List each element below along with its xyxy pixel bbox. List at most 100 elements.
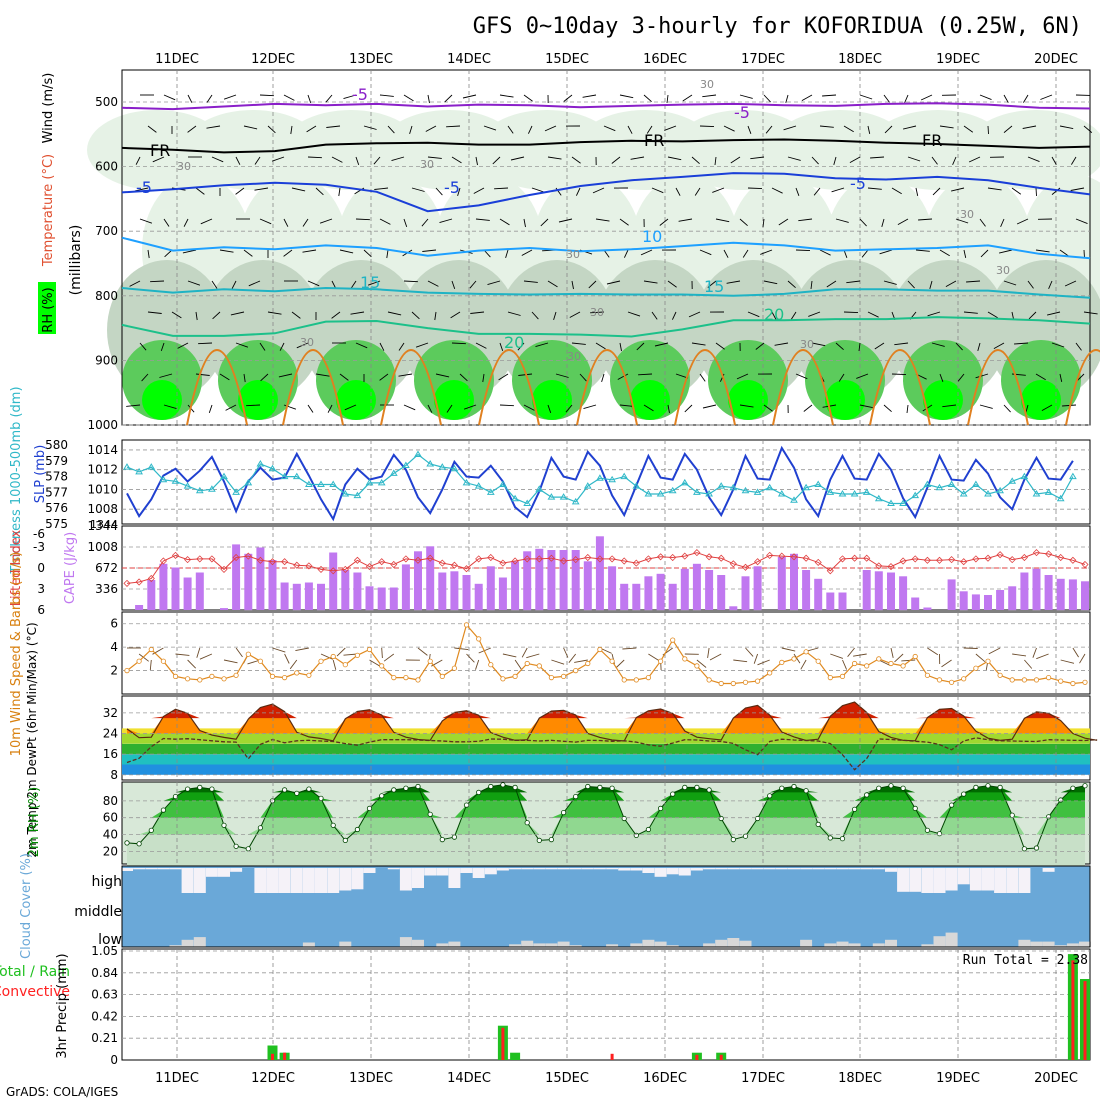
wind-barb bbox=[290, 125, 293, 135]
precip-convective-bar bbox=[1083, 981, 1087, 1060]
wind-barb bbox=[907, 280, 915, 289]
wind-barb bbox=[177, 342, 189, 349]
wind-speed-point bbox=[1058, 678, 1064, 684]
wind-barb bbox=[206, 125, 221, 129]
rh-point bbox=[633, 832, 639, 839]
wind-barb bbox=[783, 125, 797, 131]
wind-barb bbox=[790, 311, 797, 320]
cape-bar bbox=[899, 576, 908, 611]
wind-speed-point bbox=[148, 646, 154, 653]
cloud-low-bar bbox=[1066, 943, 1079, 947]
wind-barb bbox=[588, 280, 597, 289]
cloud-high-bar bbox=[266, 868, 279, 893]
cape-bar bbox=[838, 592, 847, 610]
wind-barb bbox=[1035, 373, 1046, 381]
wind-barb bbox=[747, 125, 752, 134]
cape-bar bbox=[1068, 579, 1077, 610]
thickness-point bbox=[1032, 490, 1041, 497]
wind-barb bbox=[699, 373, 706, 382]
thickness-point bbox=[353, 491, 362, 499]
wind-barb bbox=[523, 280, 538, 283]
wind-barb bbox=[739, 218, 748, 227]
wind-speed-point bbox=[524, 660, 530, 667]
lifted-index-point bbox=[620, 557, 628, 565]
wind-barb bbox=[774, 342, 789, 346]
cloud-low-bar bbox=[715, 939, 728, 947]
cloud-low-bar bbox=[872, 943, 885, 947]
thickness-point bbox=[292, 472, 301, 480]
lifted-index-point bbox=[838, 555, 847, 563]
wind-barb bbox=[355, 218, 370, 221]
cloud-high-bar bbox=[472, 868, 485, 878]
lifted-index-point bbox=[378, 558, 386, 566]
thickness-point bbox=[195, 486, 204, 494]
wind-barb bbox=[867, 311, 879, 318]
thickness-point bbox=[777, 490, 786, 497]
wind-barb bbox=[977, 342, 981, 352]
wind-barb-10m bbox=[648, 653, 660, 661]
temperature-line bbox=[126, 701, 1098, 742]
wind-barb bbox=[473, 187, 485, 194]
lifted-index-point bbox=[560, 557, 568, 565]
rh-point bbox=[936, 831, 943, 837]
wind-barb bbox=[499, 404, 514, 407]
cloud-low-bar bbox=[921, 944, 934, 947]
wind-barb bbox=[927, 311, 941, 317]
wind-barb bbox=[931, 156, 938, 165]
surface-temperature-contour bbox=[282, 349, 344, 426]
thickness-point bbox=[462, 478, 471, 486]
cape-bar bbox=[814, 578, 823, 611]
wind-barb bbox=[579, 373, 587, 382]
wind-speed-point bbox=[136, 658, 142, 664]
wind-barb bbox=[1023, 94, 1029, 103]
wind-speed-point bbox=[985, 658, 991, 664]
cape-bar bbox=[571, 550, 580, 610]
lifted-index-point bbox=[632, 559, 640, 567]
wind-barb bbox=[968, 156, 981, 163]
wind-barb bbox=[623, 249, 629, 258]
surface-temperature-contour bbox=[967, 349, 1029, 426]
wind-barb bbox=[651, 311, 658, 320]
thickness-point bbox=[972, 480, 980, 487]
surface-temperature-contour bbox=[772, 349, 834, 426]
cloud-high-bar bbox=[121, 868, 133, 871]
wind-barb bbox=[950, 187, 965, 192]
contour-label: 20 bbox=[764, 305, 784, 324]
wind-barb bbox=[164, 249, 173, 258]
wind-barb-10m bbox=[417, 647, 428, 656]
lifted-index-point bbox=[887, 563, 895, 571]
cloud-low-bar bbox=[885, 939, 897, 947]
wind-barb bbox=[459, 373, 468, 382]
rh-point bbox=[803, 788, 809, 794]
wind-barb bbox=[819, 125, 834, 128]
cloud-high-bar bbox=[169, 868, 182, 870]
cape-bar bbox=[1044, 575, 1053, 610]
wind-barb bbox=[163, 218, 170, 227]
wind-barb bbox=[929, 280, 933, 290]
temperature-contour bbox=[121, 138, 1091, 154]
cloud-high-bar bbox=[557, 868, 570, 870]
wind-barb bbox=[739, 404, 754, 408]
wind-barb bbox=[374, 187, 389, 190]
wind-barb bbox=[327, 404, 333, 413]
cape-axis-label: CAPE (J/kg) bbox=[63, 532, 78, 604]
wind-barb bbox=[688, 311, 701, 318]
thickness-point bbox=[244, 478, 253, 486]
rh-point bbox=[488, 783, 494, 790]
wind-barb bbox=[421, 218, 429, 227]
wind-speed-point bbox=[1082, 679, 1088, 685]
wind-barb bbox=[279, 342, 285, 351]
thickness-point bbox=[753, 488, 762, 495]
wind-speed-point bbox=[597, 646, 603, 653]
bottom-date-label: 20DEC bbox=[1034, 1071, 1078, 1086]
wind-barb-10m bbox=[199, 653, 213, 660]
wind-barb bbox=[505, 249, 509, 259]
wind-barb bbox=[1051, 342, 1065, 348]
wind-barb bbox=[379, 342, 385, 351]
wind-barb bbox=[435, 187, 443, 196]
wind-speed-point bbox=[245, 651, 251, 657]
cloud-high-bar bbox=[181, 868, 194, 893]
lifted-index-point bbox=[657, 553, 665, 561]
cloud-high-bar bbox=[460, 868, 473, 873]
wind-barb bbox=[183, 218, 189, 227]
